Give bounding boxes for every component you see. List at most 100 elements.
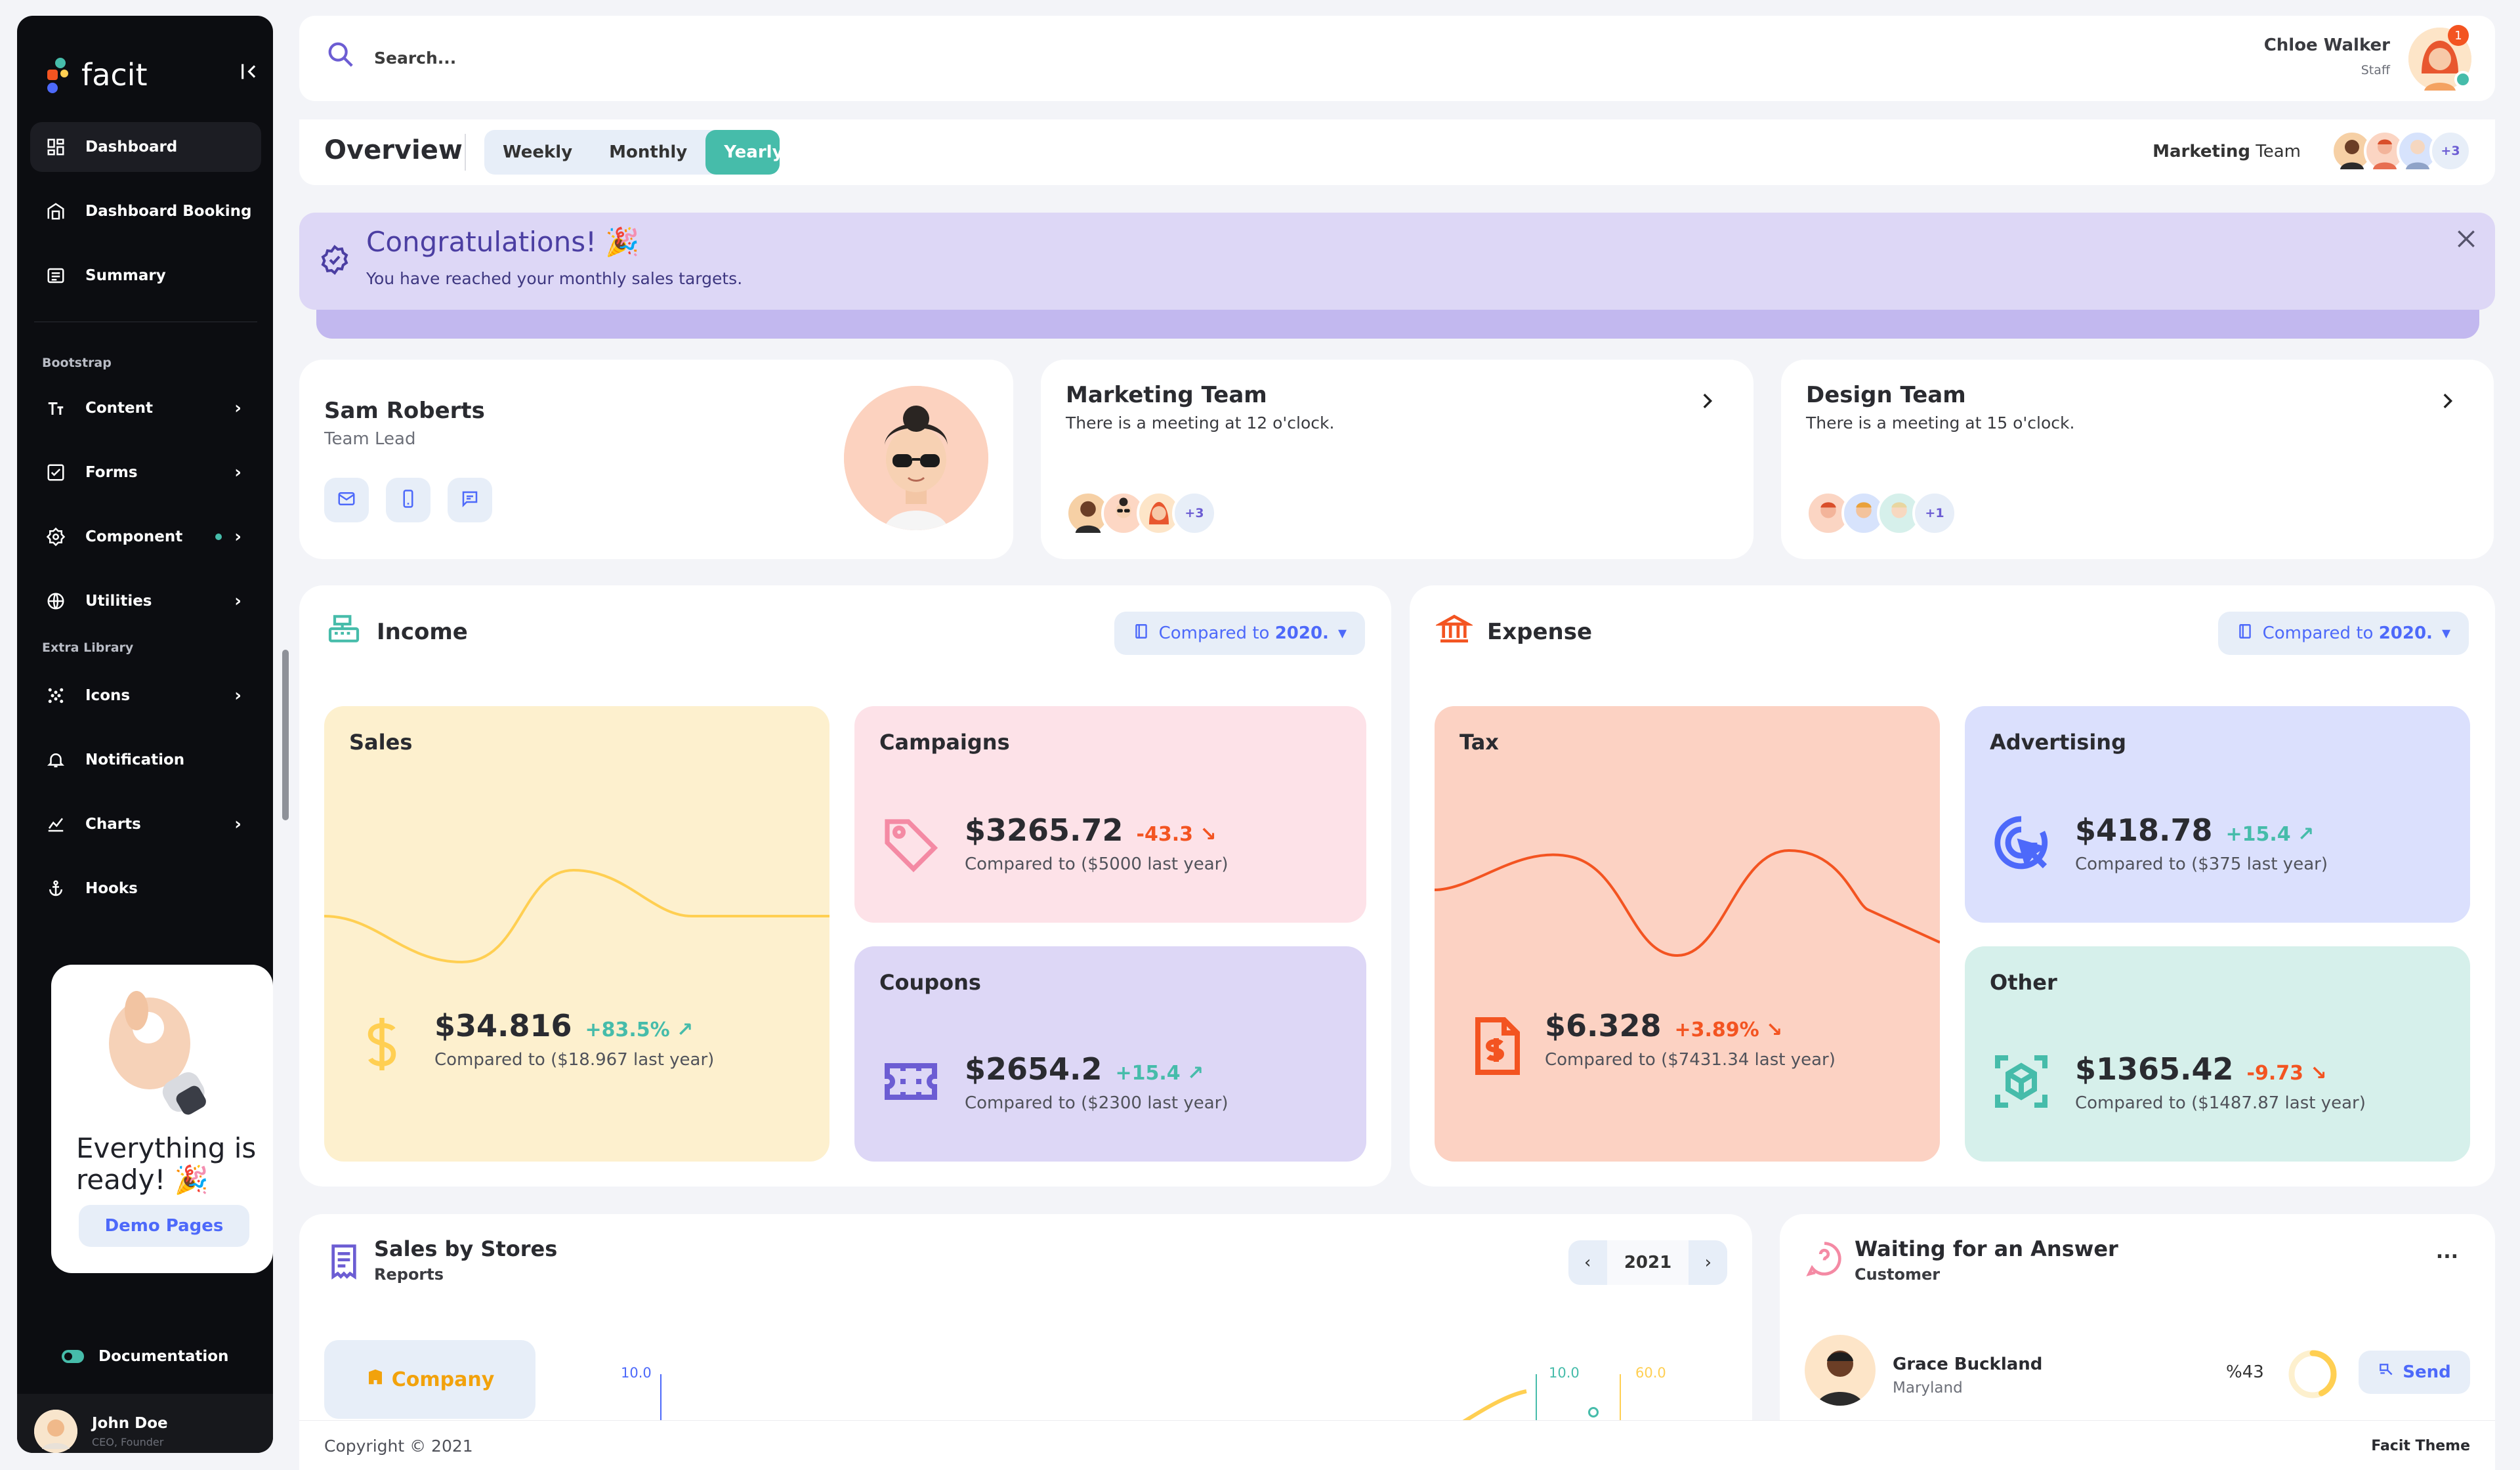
chevron-right-icon[interactable]	[2436, 388, 2458, 419]
income-header: Income	[326, 610, 468, 653]
customer-location: Maryland	[1893, 1379, 1963, 1396]
period-yearly[interactable]: Yearly	[705, 130, 780, 175]
profile-card: Sam Roberts Team Lead	[299, 360, 1013, 559]
change-value: +3.89%	[1674, 1018, 1759, 1041]
team-more-count[interactable]: +3	[1172, 491, 1217, 536]
checkbox-icon	[45, 461, 67, 484]
tax-tile: Tax $6.328 +3.89% ↘ Compared to ($7431.34…	[1435, 706, 1940, 1162]
chevron-right-icon: ›	[234, 527, 242, 547]
tile-title: Sales	[349, 730, 413, 755]
sidebar-item-content[interactable]: Content ›	[30, 383, 261, 433]
sidebar-scrollbar[interactable]	[282, 650, 289, 820]
period-monthly[interactable]: Monthly	[609, 142, 688, 162]
avatar[interactable]	[1877, 491, 1922, 536]
card-subtitle: Reports	[374, 1265, 444, 1284]
percent-label: %43	[2226, 1362, 2264, 1382]
receipt-icon	[326, 1242, 362, 1284]
team-card-marketing[interactable]: Marketing Team There is a meeting at 12 …	[1041, 360, 1754, 559]
grid-dots-icon	[45, 684, 67, 707]
sidebar-item-label: Charts	[85, 816, 141, 833]
card-title: Sales by Stores	[374, 1236, 558, 1261]
avatar[interactable]	[1137, 491, 1181, 536]
send-button[interactable]: Send	[2359, 1351, 2470, 1394]
demo-pages-button[interactable]: Demo Pages	[79, 1205, 249, 1247]
trend-down-icon: ↘	[1759, 1018, 1783, 1041]
tile-title: Other	[1990, 970, 2057, 995]
cursor-click-icon	[1990, 811, 2053, 877]
campaigns-amount-row: $3265.72 -43.3 ↘	[965, 812, 1217, 848]
avatar	[1805, 1335, 1876, 1406]
email-button[interactable]	[324, 478, 369, 522]
chat-button[interactable]	[448, 478, 492, 522]
period-selector: Weekly Monthly Yearly	[484, 130, 780, 175]
tile-title: Campaigns	[879, 730, 1010, 755]
search-icon[interactable]	[326, 39, 356, 72]
header-user-name: Chloe Walker	[2263, 35, 2390, 55]
team-avatars: +3	[1066, 491, 1217, 536]
phone-button[interactable]	[386, 478, 430, 522]
tax-amount-row: $6.328 +3.89% ↘	[1545, 1008, 1782, 1043]
compare-dropdown[interactable]: Compared to 2020. ▾	[2217, 612, 2469, 655]
documentation-label: Documentation	[98, 1348, 229, 1365]
compare-text: Compared to ($5000 last year)	[965, 854, 1228, 874]
sidebar-section-extra: Extra Library	[42, 640, 134, 655]
team-avatars: +3	[2331, 130, 2471, 172]
close-icon[interactable]	[2453, 226, 2479, 259]
chevron-left-icon[interactable]: ‹	[1584, 1253, 1591, 1272]
team-more-count[interactable]: +1	[1912, 491, 1957, 536]
other-tile: Other $1365.42 -9.73 ↘ Compared to ($1487…	[1965, 946, 2470, 1162]
sidebar-item-dashboard[interactable]: Dashboard	[30, 122, 261, 172]
change-value: +15.4	[1115, 1062, 1181, 1085]
chevron-right-icon: ›	[234, 591, 242, 611]
building-icon	[366, 1367, 385, 1392]
other-amount-row: $1365.42 -9.73 ↘	[2075, 1051, 2327, 1087]
documentation-link[interactable]: Documentation	[62, 1348, 228, 1365]
period-weekly[interactable]: Weekly	[503, 142, 573, 162]
company-tab[interactable]: Company	[324, 1340, 536, 1419]
profile-actions	[324, 478, 492, 522]
compare-text: Compared to ($1487.87 last year)	[2075, 1093, 2366, 1113]
chevron-right-icon[interactable]: ›	[1704, 1253, 1712, 1272]
amount: $2654.2	[965, 1051, 1102, 1087]
sidebar-item-summary[interactable]: Summary	[30, 251, 261, 301]
sidebar-item-utilities[interactable]: Utilities ›	[30, 576, 261, 626]
change-value: -43.3	[1136, 823, 1194, 846]
tile-title: Tax	[1460, 730, 1499, 755]
sidebar-item-icons[interactable]: Icons ›	[30, 671, 261, 721]
team-note: There is a meeting at 15 o'clock.	[1806, 413, 2075, 432]
sidebar-item-dashboard-booking[interactable]: Dashboard Booking	[30, 186, 261, 236]
sidebar-item-label: Forms	[85, 464, 138, 481]
divider	[465, 134, 466, 171]
company-label: Company	[391, 1368, 495, 1391]
sidebar-item-hooks[interactable]: Hooks	[30, 864, 261, 914]
trend-down-icon: ↘	[2303, 1062, 2327, 1085]
footer: Copyright © 2021 Facit Theme	[299, 1420, 2495, 1470]
sales-tile: Sales $34.816 +83.5% ↗ Compared to ($18.9…	[324, 706, 830, 1162]
collapse-sidebar-icon[interactable]	[239, 60, 261, 89]
tag-icon	[879, 811, 942, 877]
sidebar-item-charts[interactable]: Charts ›	[30, 799, 261, 849]
axis-right	[1536, 1374, 1537, 1453]
promo-text: Everything is ready! 🎉	[76, 1132, 257, 1196]
income-title: Income	[377, 618, 468, 645]
expense-card: Expense Compared to 2020. ▾ Tax $6.328 +3…	[1410, 585, 2495, 1186]
box-scan-icon	[1990, 1050, 2053, 1116]
change-up: +15.4 ↗	[2226, 823, 2315, 846]
caret-down-icon: ▾	[2441, 623, 2450, 643]
more-options-icon[interactable]: ...	[2435, 1240, 2458, 1263]
brand-logo[interactable]: facit	[46, 54, 148, 96]
chevron-right-icon[interactable]	[1696, 388, 1718, 419]
compare-dropdown[interactable]: Compared to 2020. ▾	[1114, 612, 1365, 655]
sidebar-user[interactable]: John Doe CEO, Founder	[17, 1394, 273, 1453]
year-pagination: ‹ 2021 ›	[1568, 1240, 1727, 1285]
team-card-design[interactable]: Design Team There is a meeting at 15 o'c…	[1781, 360, 2494, 559]
sidebar-item-forms[interactable]: Forms ›	[30, 448, 261, 497]
amount: $6.328	[1545, 1008, 1662, 1043]
sidebar-item-notification[interactable]: Notification	[30, 735, 261, 785]
sidebar-item-component[interactable]: Component ›	[30, 512, 261, 562]
team-name: Design Team	[1806, 382, 1966, 408]
team-more-count[interactable]: +3	[2429, 130, 2471, 172]
search-input[interactable]	[374, 45, 899, 71]
bell-icon	[45, 749, 67, 771]
mail-icon	[337, 489, 356, 511]
